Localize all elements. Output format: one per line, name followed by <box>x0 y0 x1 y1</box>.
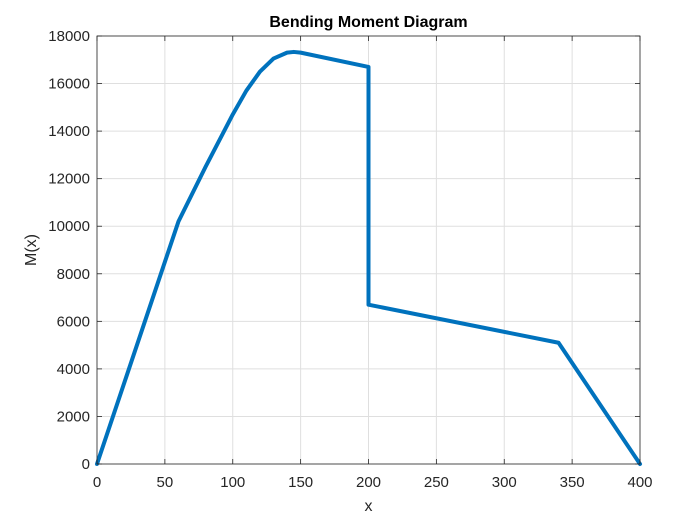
series-layer <box>95 49 642 466</box>
x-tick-label: 400 <box>627 474 652 491</box>
y-tick-label: 16000 <box>48 76 90 93</box>
y-tick-label: 18000 <box>48 28 90 45</box>
y-tick-label: 12000 <box>48 171 90 188</box>
x-tick-label: 100 <box>220 474 245 491</box>
x-tick-label: 300 <box>492 474 517 491</box>
y-tick-labels: 0 2000 4000 6000 8000 10000 12000 14000 16000 180… <box>48 28 90 473</box>
x-tick-label: 50 <box>157 474 174 491</box>
chart-title: Bending Moment Diagram <box>269 14 467 31</box>
x-tick-labels: 0 50 100 150 200 250 300 350 400 <box>93 474 653 491</box>
x-tick-label: 200 <box>356 474 381 491</box>
y-tick-label: 10000 <box>48 218 90 235</box>
x-tick-label: 350 <box>560 474 585 491</box>
y-tick-label: 4000 <box>57 361 90 378</box>
bending-moment-line <box>95 49 642 466</box>
y-tick-label: 2000 <box>57 408 90 425</box>
x-tick-label: 250 <box>424 474 449 491</box>
x-tick-label: 150 <box>288 474 313 491</box>
y-tick-label: 0 <box>82 456 90 473</box>
y-tick-label: 14000 <box>48 123 90 140</box>
y-axis-label: M(x) <box>23 234 40 266</box>
tick-marks <box>96 35 641 465</box>
y-tick-label: 8000 <box>57 266 90 283</box>
x-tick-label: 0 <box>93 474 101 491</box>
y-tick-label: 6000 <box>57 313 90 330</box>
x-axis-label: x <box>365 498 373 515</box>
